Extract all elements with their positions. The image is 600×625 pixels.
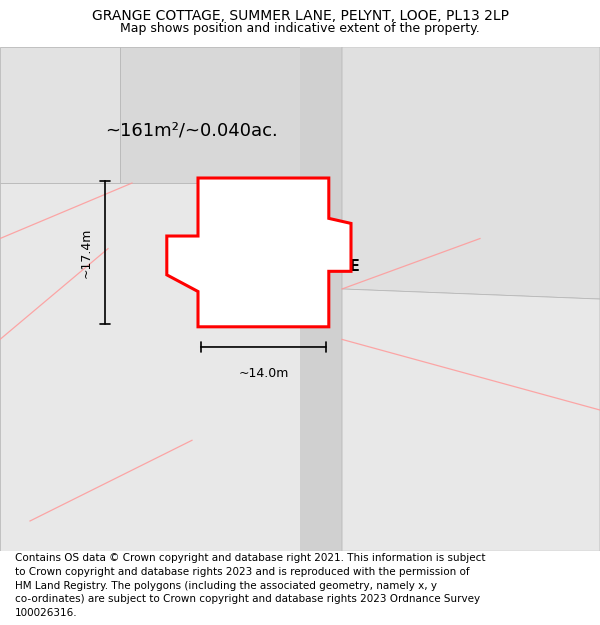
Polygon shape: [0, 183, 300, 551]
Text: Contains OS data © Crown copyright and database right 2021. This information is : Contains OS data © Crown copyright and d…: [15, 554, 485, 618]
Text: ~14.0m: ~14.0m: [238, 367, 289, 380]
Text: GRANGE COTTAGE, SUMMER LANE, PELYNT, LOOE, PL13 2LP: GRANGE COTTAGE, SUMMER LANE, PELYNT, LOO…: [91, 9, 509, 23]
Text: GRANGE COTTAGE: GRANGE COTTAGE: [204, 259, 360, 274]
Text: Summer Lane: Summer Lane: [316, 242, 329, 325]
Polygon shape: [0, 47, 120, 183]
Polygon shape: [120, 47, 300, 183]
Text: Map shows position and indicative extent of the property.: Map shows position and indicative extent…: [120, 22, 480, 35]
Polygon shape: [167, 178, 351, 327]
Polygon shape: [342, 47, 600, 299]
Text: ~17.4m: ~17.4m: [80, 228, 93, 278]
Polygon shape: [300, 47, 342, 551]
Polygon shape: [342, 289, 600, 551]
Text: ~161m²/~0.040ac.: ~161m²/~0.040ac.: [105, 121, 278, 139]
